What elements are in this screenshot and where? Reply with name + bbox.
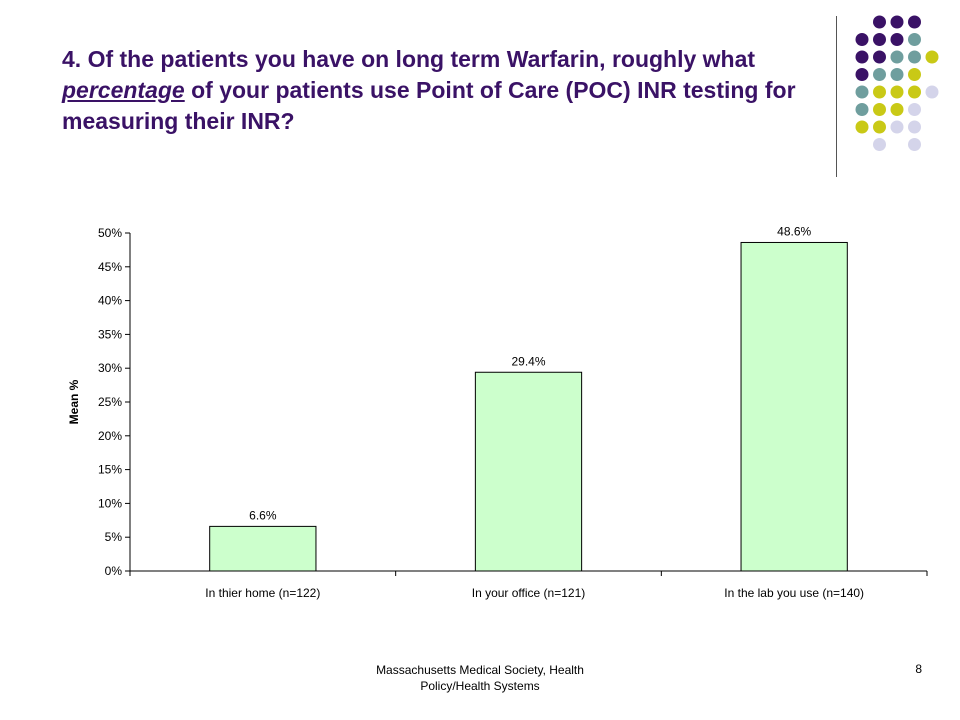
- decorative-dot: [873, 85, 886, 99]
- decorative-dot: [908, 50, 921, 64]
- bar: [474, 371, 583, 572]
- title-emphasis: percentage: [62, 77, 185, 103]
- decorative-dot: [873, 33, 886, 46]
- decorative-dot: [855, 103, 869, 116]
- decorative-dot: [873, 50, 886, 64]
- decorative-dot: [925, 50, 939, 64]
- x-category-label: In thier home (n=122): [205, 586, 320, 600]
- decorative-dot: [873, 68, 886, 81]
- decorative-vertical-divider: [836, 16, 837, 177]
- decorative-dot: [873, 138, 886, 151]
- y-tick-label: 35%: [98, 327, 122, 341]
- bar-value-label: 6.6%: [249, 508, 277, 522]
- slide-title: 4. Of the patients you have on long term…: [62, 44, 802, 137]
- decorative-dot-grid: [855, 15, 939, 151]
- decorative-dot: [873, 103, 886, 116]
- decorative-dot: [908, 85, 921, 99]
- y-tick-label: 45%: [98, 260, 122, 274]
- decorative-dot: [908, 103, 921, 116]
- decorative-dot: [908, 120, 921, 134]
- page-number: 8: [915, 662, 922, 676]
- slide-footer: Massachusetts Medical Society, Health Po…: [345, 662, 615, 694]
- decorative-dot: [908, 33, 921, 46]
- y-tick-label: 10%: [98, 496, 122, 510]
- decorative-dot: [855, 120, 869, 134]
- y-tick-label: 40%: [98, 294, 122, 308]
- decorative-dot: [855, 85, 869, 99]
- title-text-end: of your patients use Point of Care (POC)…: [62, 77, 796, 134]
- decorative-dot: [908, 68, 921, 81]
- decorative-dot: [873, 15, 886, 29]
- decorative-dot: [890, 68, 904, 81]
- y-tick-label: 5%: [105, 530, 123, 544]
- decorative-dot: [890, 15, 904, 29]
- decorative-dot: [873, 120, 886, 134]
- decorative-dot: [855, 33, 869, 46]
- decorative-dot: [908, 15, 921, 29]
- decorative-dot: [890, 120, 904, 134]
- y-tick-label: 30%: [98, 361, 122, 375]
- x-category-label: In your office (n=121): [472, 586, 586, 600]
- bar-value-label: 29.4%: [511, 354, 545, 368]
- footer-line-1: Massachusetts Medical Society, Health: [376, 663, 584, 677]
- decorative-dot: [925, 85, 939, 99]
- title-text-start: 4. Of the patients you have on long term…: [62, 46, 756, 72]
- footer-line-2: Policy/Health Systems: [420, 679, 540, 693]
- decorative-dot: [855, 50, 869, 64]
- bar-chart: 0% 5% 10% 15% 20% 25% 30% 35% 40% 45% 50% 6.6% In th…: [67, 224, 928, 600]
- y-tick-label: 20%: [98, 429, 122, 443]
- decorative-dot: [855, 68, 869, 81]
- bar: [740, 241, 848, 572]
- decorative-dot: [908, 138, 921, 151]
- decorative-dot: [890, 103, 904, 116]
- y-axis-title: Mean %: [67, 379, 81, 424]
- decorative-dot: [890, 50, 904, 64]
- decorative-dot: [890, 85, 904, 99]
- x-category-label: In the lab you use (n=140): [724, 586, 864, 600]
- y-tick-label: 0%: [105, 564, 123, 578]
- bar: [209, 525, 317, 572]
- y-tick-label: 15%: [98, 463, 122, 477]
- y-tick-label: 50%: [98, 226, 122, 240]
- y-tick-label: 25%: [98, 395, 122, 409]
- decorative-dot: [890, 33, 904, 46]
- bar-value-label: 48.6%: [777, 224, 811, 238]
